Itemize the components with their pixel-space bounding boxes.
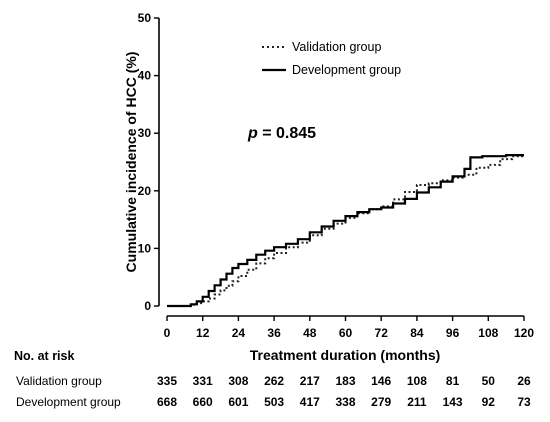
y-tick-label: 0 xyxy=(144,299,151,313)
risk-value: 338 xyxy=(335,395,355,409)
risk-value: 308 xyxy=(228,374,248,388)
y-tick-label: 50 xyxy=(138,11,152,25)
risk-value: 417 xyxy=(300,395,320,409)
series-line-validation xyxy=(167,155,525,307)
risk-value: 108 xyxy=(407,374,427,388)
risk-value: 146 xyxy=(371,374,391,388)
legend-label-validation: Validation group xyxy=(292,40,381,54)
risk-value: 331 xyxy=(193,374,213,388)
risk-value: 601 xyxy=(228,395,248,409)
risk-value: 335 xyxy=(157,374,177,388)
x-tick-label: 96 xyxy=(446,326,460,340)
x-tick-label: 120 xyxy=(514,326,534,340)
risk-row-label-validation: Validation group xyxy=(16,374,102,388)
x-tick-label: 48 xyxy=(303,326,317,340)
x-tick-label: 12 xyxy=(196,326,210,340)
x-tick-label: 24 xyxy=(232,326,246,340)
p-value-symbol: p xyxy=(247,125,258,142)
risk-value: 92 xyxy=(482,395,496,409)
risk-row-label-development: Development group xyxy=(16,395,121,409)
risk-value: 668 xyxy=(157,395,177,409)
risk-table: No. at risk Validation group Development… xyxy=(14,349,531,409)
risk-value: 73 xyxy=(517,395,531,409)
risk-value: 183 xyxy=(335,374,355,388)
risk-value: 503 xyxy=(264,395,284,409)
legend: Validation group Development group xyxy=(262,40,401,77)
series-layer xyxy=(167,154,525,308)
risk-value: 50 xyxy=(482,374,496,388)
y-tick-label: 10 xyxy=(138,241,152,255)
series-line-development xyxy=(167,154,524,308)
risk-value: 211 xyxy=(407,395,427,409)
y-tick-label: 20 xyxy=(138,184,152,198)
x-tick-label: 72 xyxy=(375,326,389,340)
risk-value: 26 xyxy=(517,374,531,388)
risk-value: 81 xyxy=(446,374,460,388)
y-tick-label: 30 xyxy=(138,126,152,140)
x-axis-title: Treatment duration (months) xyxy=(250,347,441,363)
p-value-annotation: p = 0.845 xyxy=(247,125,316,142)
y-tick-label: 40 xyxy=(138,69,152,83)
risk-value: 660 xyxy=(193,395,213,409)
risk-value: 262 xyxy=(264,374,284,388)
risk-table-header: No. at risk xyxy=(14,349,74,363)
risk-value: 217 xyxy=(300,374,320,388)
x-tick-label: 84 xyxy=(410,326,424,340)
p-value-text: = 0.845 xyxy=(258,125,316,142)
y-axis-title: Cumulative incidence of HCC (%) xyxy=(123,52,139,273)
axes: 0 10 20 30 40 50 0 12 24 36 48 60 72 84 96 108 120 xyxy=(138,11,535,340)
risk-value: 279 xyxy=(371,395,391,409)
x-tick-label: 108 xyxy=(478,326,498,340)
x-tick-label: 60 xyxy=(339,326,353,340)
x-tick-label: 0 xyxy=(164,326,171,340)
x-tick-label: 36 xyxy=(267,326,281,340)
risk-value: 143 xyxy=(443,395,463,409)
legend-label-development: Development group xyxy=(292,63,401,77)
risk-values: 335 331 308 262 217 183 146 108 81 50 26 668 660 601 5… xyxy=(157,374,531,409)
